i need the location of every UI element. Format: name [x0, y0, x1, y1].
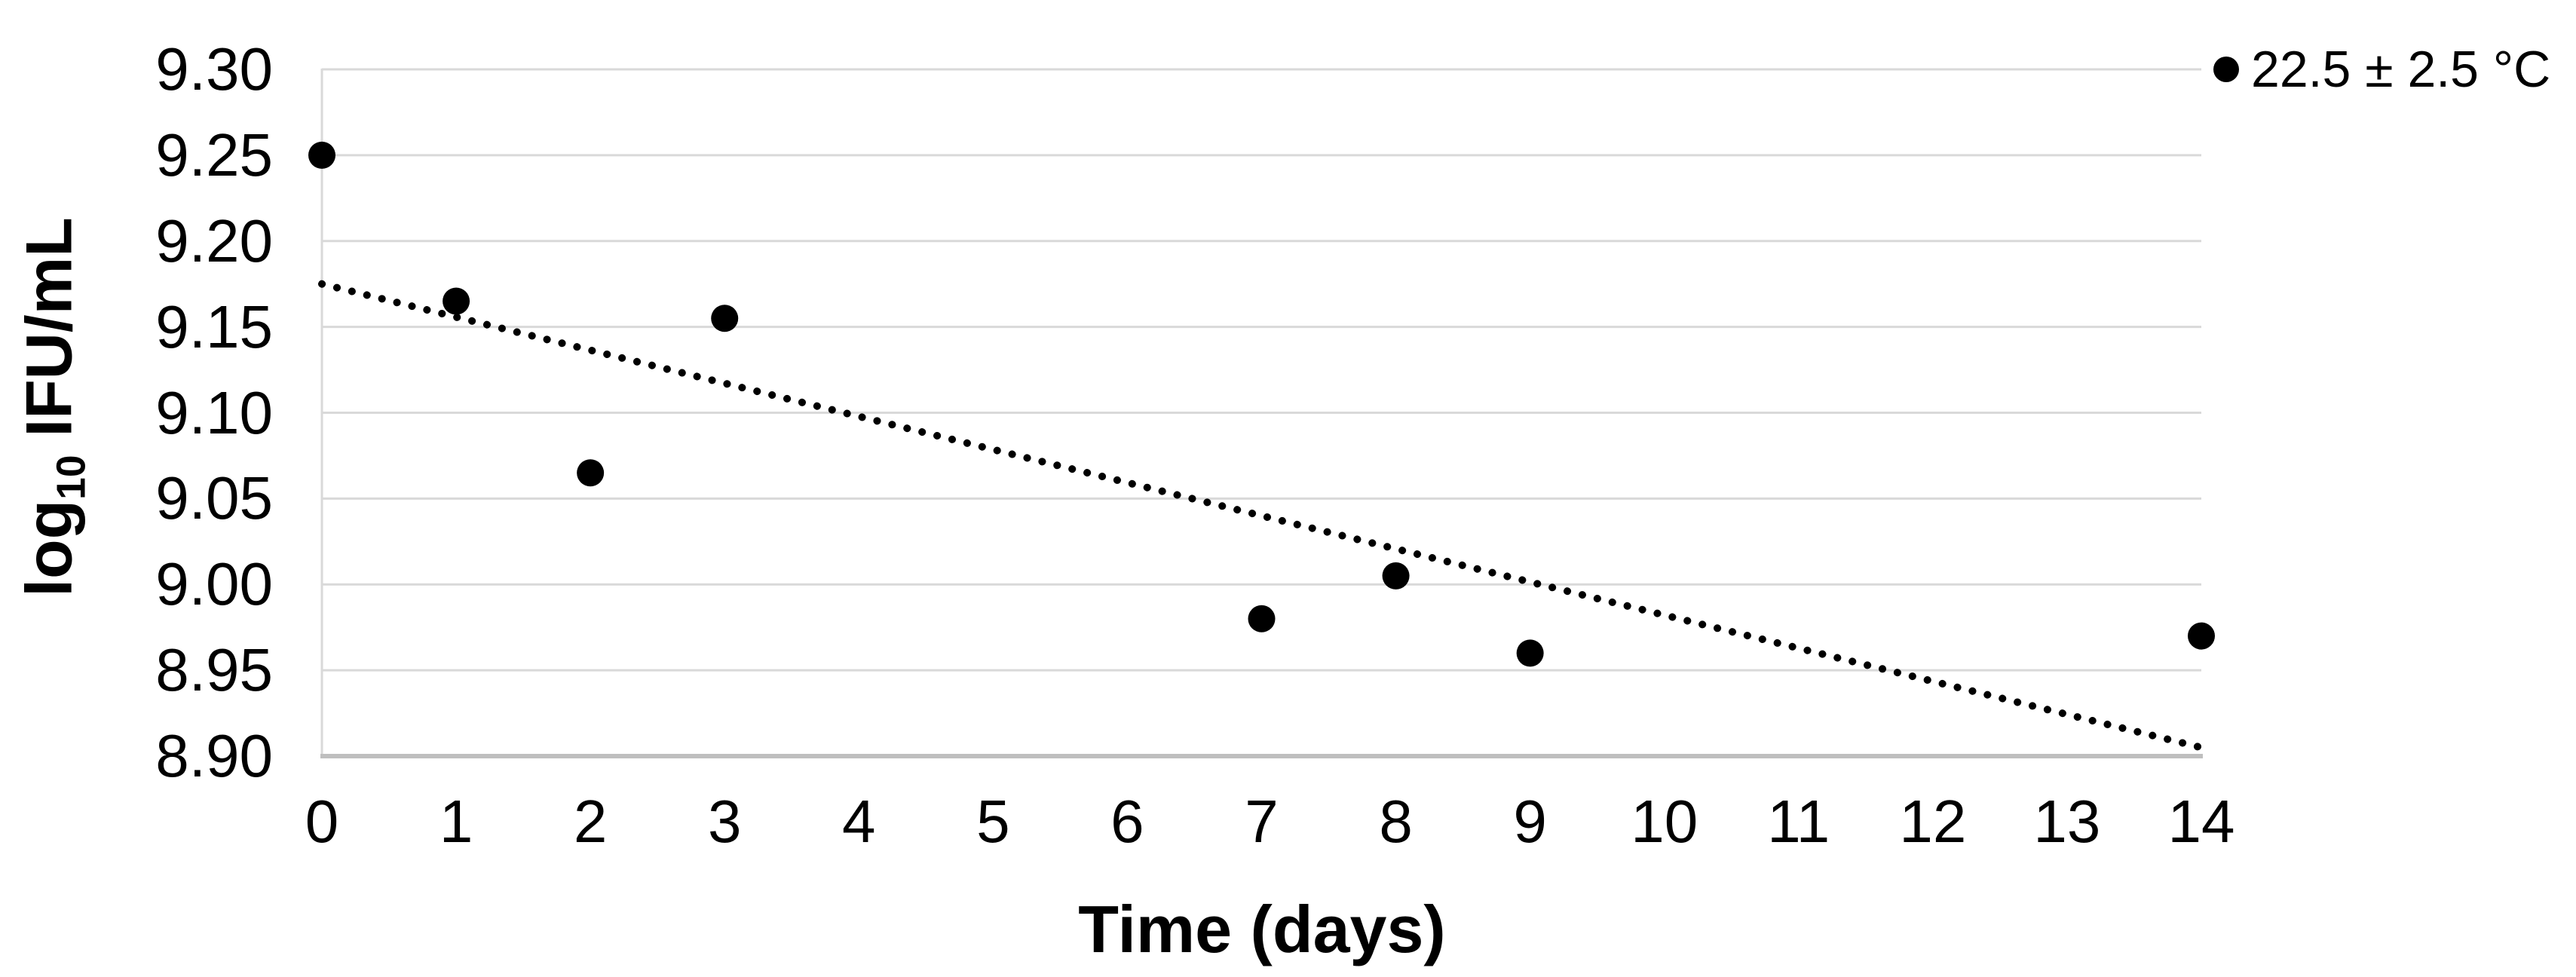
x-tick-label: 3	[707, 788, 742, 855]
x-tick-label: 7	[1245, 788, 1279, 855]
x-tick-label: 6	[1110, 788, 1144, 855]
x-tick-label: 14	[2167, 788, 2235, 855]
x-tick-label: 11	[1767, 788, 1830, 855]
legend-marker-icon	[2213, 57, 2239, 82]
y-tick-label: 8.90	[155, 722, 273, 789]
y-tick-label: 9.30	[155, 35, 273, 103]
x-tick-label: 1	[439, 788, 473, 855]
x-tick-label: 5	[976, 788, 1010, 855]
data-point	[1248, 605, 1276, 632]
x-axis-title: Time (days)	[1078, 892, 1446, 966]
x-tick-label: 8	[1379, 788, 1413, 855]
x-tick-label: 2	[573, 788, 608, 855]
data-point	[443, 287, 470, 315]
legend: 22.5 ± 2.5 °C	[2213, 39, 2550, 100]
data-point	[308, 141, 335, 169]
y-tick-label: 9.20	[155, 207, 273, 274]
data-point	[577, 459, 605, 487]
y-tick-label: 9.15	[155, 292, 273, 360]
y-tick-label: 8.95	[155, 636, 273, 704]
data-point	[2188, 622, 2215, 650]
x-tick-label: 10	[1631, 788, 1698, 855]
data-point	[1516, 639, 1544, 667]
trendline	[318, 280, 2205, 752]
data-point	[711, 305, 739, 332]
legend-label: 22.5 ± 2.5 °C	[2251, 41, 2551, 98]
x-tick-label: 0	[305, 788, 339, 855]
x-tick-label: 12	[1899, 788, 1967, 855]
x-tick-label: 4	[842, 788, 876, 855]
y-tick-label: 9.05	[155, 464, 273, 532]
y-tick-label: 9.25	[155, 121, 273, 188]
y-tick-label: 9.00	[155, 550, 273, 618]
data-point	[1382, 562, 1410, 590]
x-tick-label: 9	[1513, 788, 1547, 855]
x-tick-label: 13	[2033, 788, 2101, 855]
y-tick-label: 9.10	[155, 378, 273, 446]
